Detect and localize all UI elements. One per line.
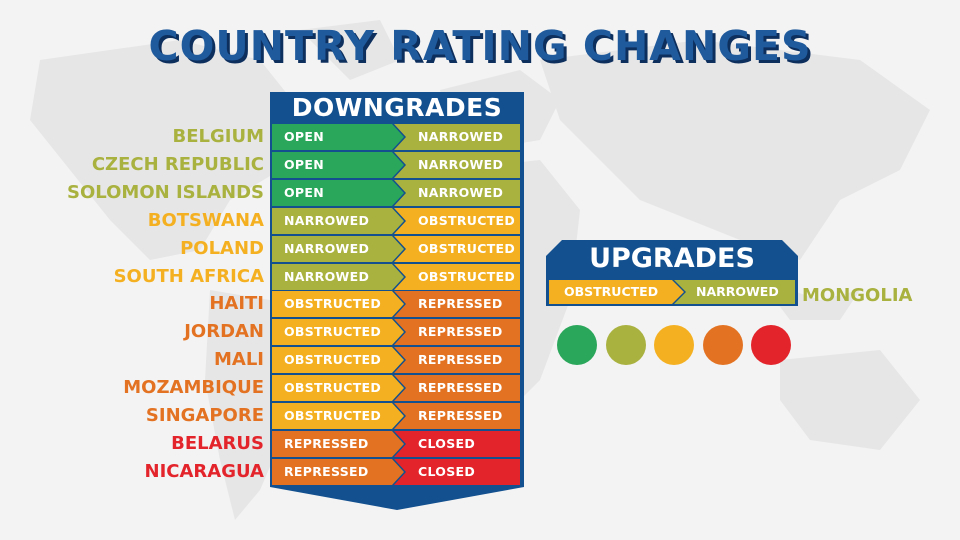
downgrade-row: OBSTRUCTED REPRESSED (270, 403, 524, 429)
downgrade-row: OBSTRUCTED REPRESSED (270, 319, 524, 346)
downgrade-row: OBSTRUCTED REPRESSED (270, 375, 524, 402)
legend-dot-obstructed (654, 325, 694, 365)
to-status: NARROWED (418, 156, 504, 172)
country-label: SOLOMON ISLANDS (67, 181, 264, 203)
country-label: JORDAN (184, 321, 264, 343)
downgrade-row: OBSTRUCTED REPRESSED (270, 291, 524, 318)
from-status: OPEN (284, 129, 324, 144)
to-status: NARROWED (418, 129, 504, 144)
page-title: COUNTRY RATING CHANGES (148, 22, 812, 70)
status-arrow-graphic (272, 263, 520, 290)
upgrade-from-status: OBSTRUCTED (564, 284, 659, 299)
from-status: OBSTRUCTED (284, 296, 382, 312)
to-status: CLOSED (418, 435, 476, 451)
to-status: REPRESSED (418, 324, 503, 340)
to-status: REPRESSED (418, 296, 503, 312)
country-label: CZECH REPUBLIC (91, 153, 264, 175)
country-label: SOUTH AFRICA (113, 265, 264, 287)
from-status: OBSTRUCTED (284, 324, 382, 340)
status-arrow-graphic (272, 319, 520, 346)
country-label: POLAND (180, 237, 264, 259)
upgrade-to-status: NARROWED (696, 284, 779, 299)
status-arrow-graphic (272, 430, 520, 457)
country-label: BOTSWANA (147, 209, 264, 231)
status-arrow-graphic (272, 403, 520, 429)
legend-dot-repressed (702, 325, 743, 365)
downgrade-row: NARROWED OBSTRUCTED (270, 263, 524, 290)
to-status: REPRESSED (418, 408, 503, 423)
from-status: OBSTRUCTED (284, 380, 382, 396)
from-status: OPEN (284, 184, 324, 200)
downgrades-heading: DOWNGRADES (291, 93, 503, 122)
downgrades-panel: DOWNGRADES OPEN NARROWED OPEN NARROWED OPEN N… (270, 92, 524, 512)
from-status: REPRESSED (284, 463, 369, 479)
legend-dot-narrowed (605, 325, 646, 365)
downgrade-row: OPEN NARROWED (270, 151, 524, 178)
upgrades-panel: UPGRADES OBSTRUCTED NARROWED (546, 240, 798, 306)
upgrades-arrow-shape (546, 240, 798, 306)
status-arrow-graphic (272, 151, 520, 178)
to-status: CLOSED (418, 463, 476, 479)
to-status: OBSTRUCTED (418, 212, 516, 228)
status-arrow-graphic (272, 179, 520, 206)
from-status: REPRESSED (284, 435, 369, 451)
upgrades-heading: UPGRADES (589, 243, 755, 274)
from-status: OBSTRUCTED (284, 352, 382, 368)
upgrade-country: MONGOLIA (802, 285, 913, 306)
country-label: MOZAMBIQUE (123, 377, 264, 399)
downgrade-row: OPEN NARROWED (270, 124, 524, 150)
status-arrow-graphic (272, 124, 520, 150)
country-label: SINGAPORE (145, 405, 264, 426)
country-label: BELARUS (171, 432, 264, 454)
status-arrow-graphic (272, 375, 520, 402)
to-status: NARROWED (418, 184, 504, 200)
country-label: BELGIUM (172, 126, 265, 147)
from-status: NARROWED (284, 212, 370, 228)
downgrade-row: REPRESSED CLOSED (270, 430, 524, 457)
from-status: OBSTRUCTED (284, 408, 382, 423)
downgrade-row: REPRESSED CLOSED (270, 458, 524, 485)
legend-dot-closed (751, 325, 791, 365)
legend-dot-open (557, 325, 597, 365)
country-label: NICARAGUA (144, 460, 264, 482)
downgrade-row: NARROWED OBSTRUCTED (270, 207, 524, 234)
to-status: OBSTRUCTED (418, 240, 516, 256)
to-status: REPRESSED (418, 380, 503, 396)
from-status: OPEN (284, 156, 324, 172)
downgrade-row: NARROWED OBSTRUCTED (270, 235, 524, 262)
from-status: NARROWED (284, 240, 370, 256)
status-arrow-graphic (272, 458, 520, 485)
country-label: HAITI (209, 293, 264, 315)
status-arrow-graphic (272, 347, 520, 374)
status-arrow-graphic (272, 291, 520, 318)
to-status: OBSTRUCTED (418, 268, 516, 284)
status-arrow-graphic (272, 235, 520, 262)
to-status: REPRESSED (418, 352, 503, 368)
country-label: MALI (213, 349, 264, 371)
downgrade-row: OBSTRUCTED REPRESSED (270, 347, 524, 374)
downgrade-row: OPEN NARROWED (270, 179, 524, 206)
status-arrow-graphic (272, 207, 520, 234)
from-status: NARROWED (284, 268, 370, 284)
